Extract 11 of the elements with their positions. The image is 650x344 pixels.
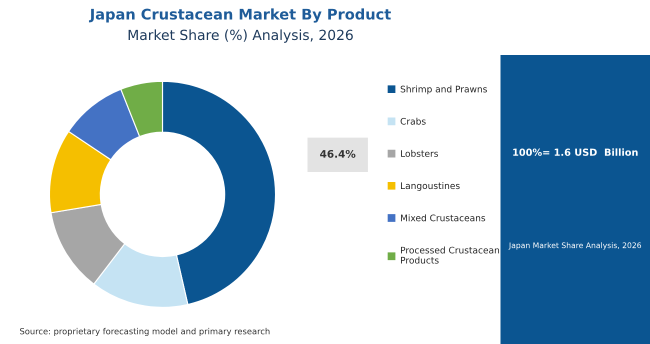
legend-label: Mixed Crustaceans bbox=[400, 214, 486, 222]
legend-label: Lobsters bbox=[400, 150, 438, 157]
chart-title: Japan Crustacean Market By Product bbox=[88, 8, 391, 23]
legend-label: Langoustines bbox=[400, 182, 460, 191]
legend-label: Crabs bbox=[400, 118, 426, 125]
legend-label: Shrimp and Prawns bbox=[400, 85, 487, 94]
data-label: 46.4% bbox=[320, 150, 356, 158]
chart-subtitle: Market Share (%) Analysis, 2026 bbox=[128, 29, 353, 43]
text: 100%= 1.6 USD Billion bbox=[513, 148, 638, 156]
source-note: Source: proprietary forecasting model and primary research bbox=[20, 328, 270, 336]
legend-label: Processed Crustacean Products bbox=[400, 246, 500, 264]
